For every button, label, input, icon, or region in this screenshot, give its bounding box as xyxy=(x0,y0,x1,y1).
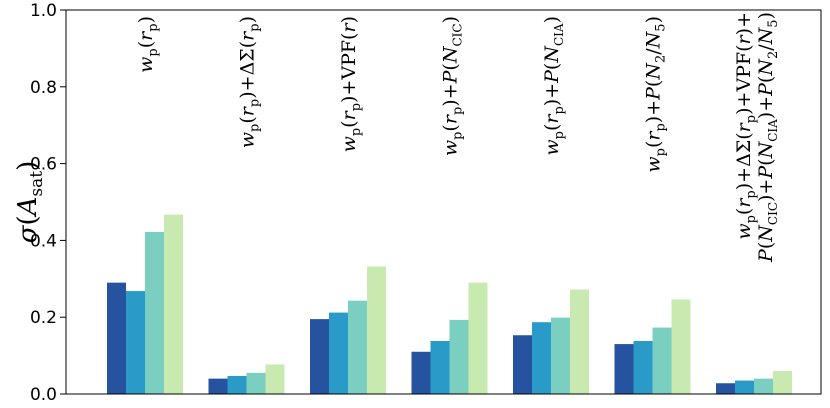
bar xyxy=(754,378,773,394)
y-axis: 0.0 0.2 0.4 0.6 0.8 1.0 xyxy=(30,1,66,405)
y-tick-label: 0.6 xyxy=(30,155,57,175)
bars xyxy=(107,214,792,394)
bar xyxy=(716,383,735,394)
bar xyxy=(164,214,183,394)
bar xyxy=(570,289,589,394)
category-label: wp(rp) xyxy=(135,16,161,73)
bar xyxy=(633,341,653,394)
bar xyxy=(411,351,431,394)
y-tick-label: 0.2 xyxy=(30,308,57,328)
bar xyxy=(348,300,367,394)
category-label: wp(rp)+P(NCIC) xyxy=(440,16,466,156)
bar xyxy=(671,299,691,394)
y-tick-label: 0.8 xyxy=(30,78,57,98)
category-label: wp(rp)+P(NCIA) xyxy=(541,16,567,156)
bar xyxy=(227,375,247,394)
bar xyxy=(773,370,792,394)
bar xyxy=(208,378,228,394)
category-label: P(NCIC)+P(NCIA)+P(N2/N5) xyxy=(755,12,781,263)
plot-frame xyxy=(65,9,822,395)
bar xyxy=(329,312,348,394)
category-label: wp(rp)+ΔΣ(rp)+VPF(r)+ xyxy=(733,12,759,240)
bar xyxy=(145,231,164,394)
bar xyxy=(107,282,126,394)
bar xyxy=(735,380,754,394)
bar xyxy=(449,319,469,394)
bar xyxy=(126,291,145,394)
bar xyxy=(310,319,329,394)
bar xyxy=(551,317,570,394)
category-labels: wp(rp) wp(rp)+ΔΣ(rp) wp(rp)+VPF(r) wp(rp)+P… xyxy=(135,12,781,263)
category-label: wp(rp)+ΔΣ(rp) xyxy=(237,16,263,148)
y-tick-label: 0.0 xyxy=(30,385,57,405)
bar xyxy=(430,341,450,394)
category-label: wp(rp)+VPF(r) xyxy=(338,16,364,152)
y-axis-title: σ(Asat) xyxy=(13,161,47,244)
bar xyxy=(246,372,266,394)
bar xyxy=(652,327,672,394)
bar xyxy=(367,266,386,394)
bar xyxy=(468,282,488,394)
category-label: wp(rp)+P(N2/N5) xyxy=(643,16,669,173)
bar xyxy=(532,322,551,394)
y-tick-label: 0.4 xyxy=(30,231,57,251)
bar xyxy=(513,335,532,394)
bar xyxy=(265,364,285,394)
bar xyxy=(614,344,634,394)
y-tick-label: 1.0 xyxy=(30,1,57,21)
